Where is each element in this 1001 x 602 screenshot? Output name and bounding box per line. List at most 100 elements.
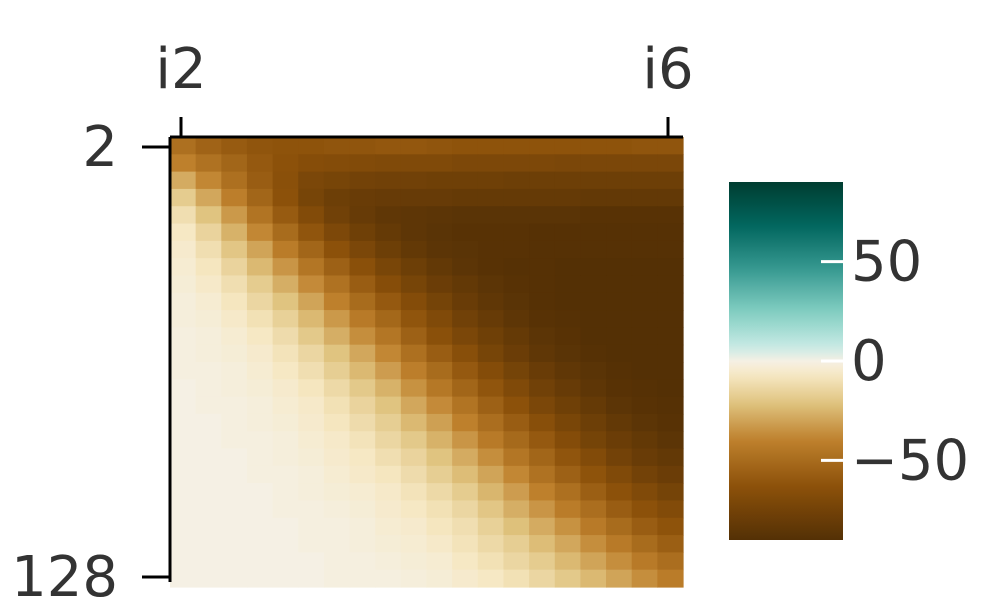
heatmap-cell	[554, 258, 581, 277]
heatmap-cell	[221, 344, 248, 363]
heatmap-cell	[195, 448, 222, 467]
heatmap-cell	[246, 223, 274, 242]
heatmap-cell	[221, 552, 248, 571]
heatmap-cell	[606, 413, 633, 432]
heatmap-cell	[477, 431, 505, 450]
heatmap-cell	[426, 431, 453, 450]
heatmap-cell	[606, 535, 633, 553]
heatmap-cell	[606, 500, 633, 519]
heatmap-cell	[580, 500, 607, 519]
heatmap-cell	[195, 292, 222, 311]
heatmap-cell	[580, 413, 607, 432]
y-tick-label-128: 128	[11, 545, 118, 602]
heatmap-cell	[323, 258, 351, 277]
heatmap-cell	[657, 154, 684, 173]
heatmap-cell	[452, 154, 479, 173]
heatmap-cell	[529, 552, 556, 571]
heatmap-cell	[452, 171, 479, 190]
heatmap-cell	[503, 413, 530, 432]
heatmap-cell	[631, 569, 658, 588]
heatmap-cell	[195, 240, 222, 259]
heatmap-cell	[606, 448, 633, 467]
heatmap-cell	[400, 448, 428, 467]
heatmap-cell	[503, 258, 530, 277]
heatmap-cell	[195, 569, 222, 588]
heatmap-cell	[400, 188, 428, 207]
heatmap-cell	[375, 137, 402, 155]
heatmap-cell	[195, 396, 222, 415]
heatmap-cell	[272, 137, 299, 155]
heatmap-cell	[349, 206, 376, 225]
heatmap-cell	[554, 292, 581, 311]
heatmap-cell	[400, 137, 428, 155]
heatmap-cell	[477, 379, 505, 398]
heatmap-cell	[400, 379, 428, 398]
heatmap-cell	[323, 188, 351, 207]
heatmap-cell	[195, 258, 222, 277]
heatmap-cell	[452, 483, 479, 502]
heatmap-cell	[400, 171, 428, 190]
heatmap-cell	[375, 240, 402, 259]
heatmap-cell	[606, 275, 633, 294]
heatmap-cell	[529, 310, 556, 328]
heatmap-cell	[503, 137, 530, 155]
heatmap-cell	[349, 517, 376, 536]
heatmap-cell	[323, 171, 351, 190]
heatmap-cell	[221, 483, 248, 502]
heatmap-cell	[426, 500, 453, 519]
heatmap-cell	[631, 379, 658, 398]
heatmap-cell	[452, 223, 479, 242]
heatmap-cell	[246, 206, 274, 225]
heatmap-cell	[529, 431, 556, 450]
heatmap-cell	[323, 223, 351, 242]
heatmap-cell	[272, 448, 299, 467]
heatmap-cell	[503, 379, 530, 398]
heatmap-cell	[221, 448, 248, 467]
heatmap-cell	[452, 500, 479, 519]
heatmap-cell	[195, 517, 222, 536]
heatmap-cell	[349, 379, 376, 398]
heatmap-cell	[452, 258, 479, 277]
heatmap-cell	[272, 154, 299, 173]
heatmap-cell	[298, 206, 325, 225]
heatmap-cell	[477, 552, 505, 571]
heatmap-cell	[580, 171, 607, 190]
heatmap-cell	[426, 275, 453, 294]
heatmap-cell	[221, 206, 248, 225]
heatmap-cell	[631, 275, 658, 294]
heatmap-cell	[170, 552, 197, 571]
heatmap-cell	[298, 310, 325, 328]
heatmap-cell	[221, 465, 248, 484]
heatmap-cell	[606, 465, 633, 484]
heatmap-cell	[631, 362, 658, 380]
heatmap-cell	[631, 552, 658, 571]
heatmap-cell	[349, 188, 376, 207]
heatmap-cell	[298, 535, 325, 553]
heatmap-cell	[631, 137, 658, 155]
heatmap-cell	[426, 310, 453, 328]
heatmap-cell	[195, 500, 222, 519]
heatmap-cell	[580, 483, 607, 502]
heatmap-cell	[554, 569, 581, 588]
heatmap-cell	[246, 413, 274, 432]
heatmap-cell	[246, 379, 274, 398]
heatmap-cell	[400, 223, 428, 242]
heatmap-cell	[298, 154, 325, 173]
heatmap-cell	[631, 171, 658, 190]
heatmap-cell	[272, 431, 299, 450]
heatmap-cell	[529, 465, 556, 484]
heatmap-cell	[580, 344, 607, 363]
heatmap-cell	[221, 396, 248, 415]
heatmap-cell	[195, 552, 222, 571]
heatmap-cell	[503, 206, 530, 225]
heatmap-cell	[529, 223, 556, 242]
heatmap-cell	[246, 275, 274, 294]
heatmap-cell	[349, 137, 376, 155]
heatmap-cell	[272, 500, 299, 519]
heatmap-cell	[375, 154, 402, 173]
heatmap-cell	[349, 535, 376, 553]
heatmap-cell	[400, 362, 428, 380]
heatmap-cell	[426, 344, 453, 363]
heatmap-cell	[426, 223, 453, 242]
heatmap-cell	[195, 223, 222, 242]
